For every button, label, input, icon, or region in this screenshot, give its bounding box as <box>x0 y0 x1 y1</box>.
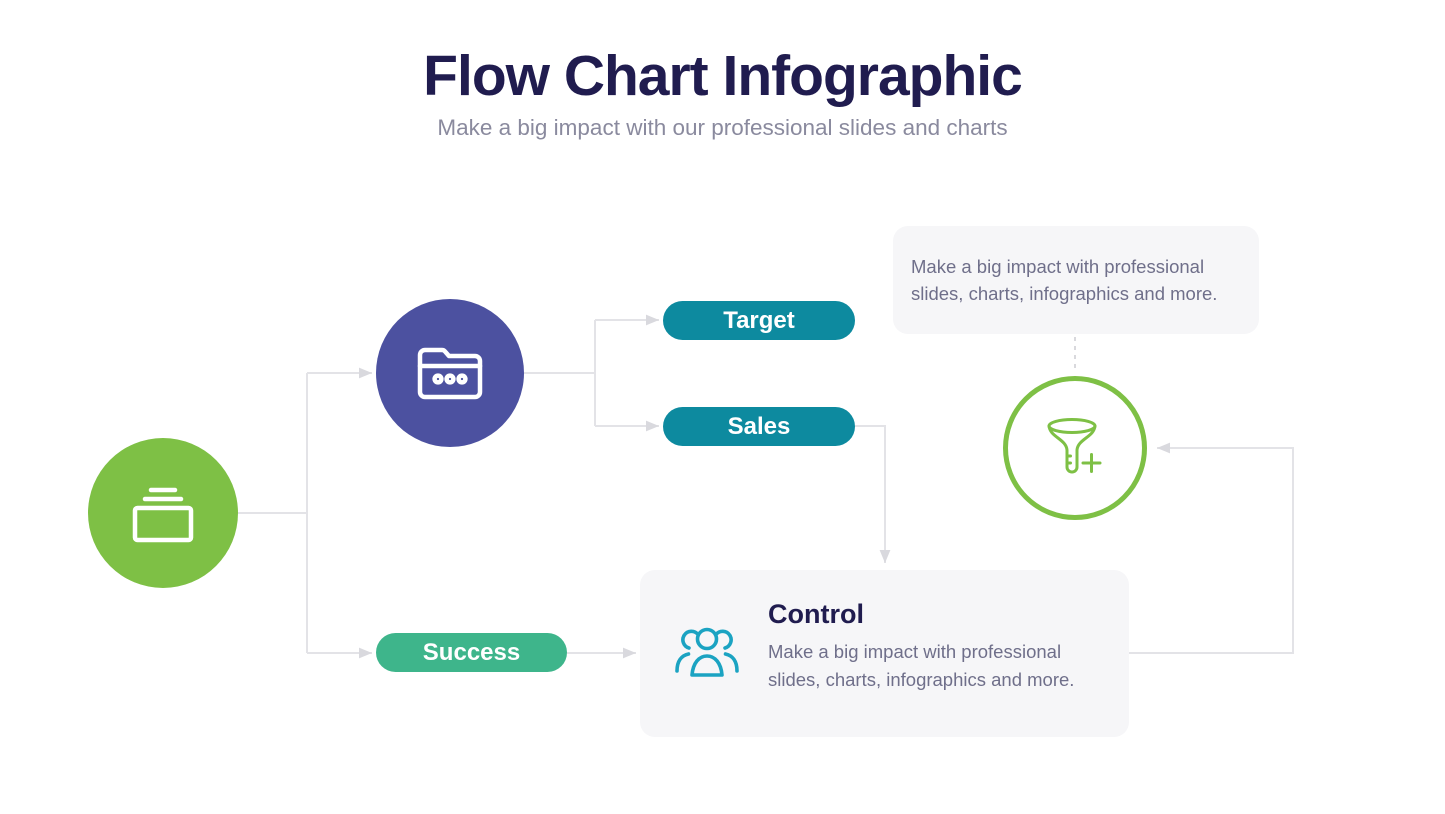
folder-icon <box>417 346 483 400</box>
target-pill: Target <box>663 301 855 340</box>
sales-label: Sales <box>727 412 791 440</box>
note-panel: Make a big impact with professional slid… <box>893 226 1259 334</box>
page-title: Flow Chart Infographic <box>423 44 1023 108</box>
note-text: Make a big impact with professional slid… <box>911 256 1218 304</box>
team-icon <box>671 623 743 683</box>
success-pill: Success <box>376 633 567 672</box>
funnel-plus-icon <box>1042 415 1108 481</box>
control-text: Make a big impact with professional slid… <box>768 641 1075 690</box>
control-panel: Control Make a big impact with professio… <box>640 570 1129 737</box>
control-title: Control <box>768 599 864 629</box>
page-subtitle: Make a big impact with our professional … <box>437 115 1008 140</box>
card-stack-icon <box>129 483 197 543</box>
sales-pill: Sales <box>663 407 855 446</box>
start-node <box>88 438 238 588</box>
folder-node <box>376 299 524 447</box>
funnel-node <box>1003 376 1147 520</box>
success-label: Success <box>422 638 521 666</box>
target-label: Target <box>723 306 795 334</box>
